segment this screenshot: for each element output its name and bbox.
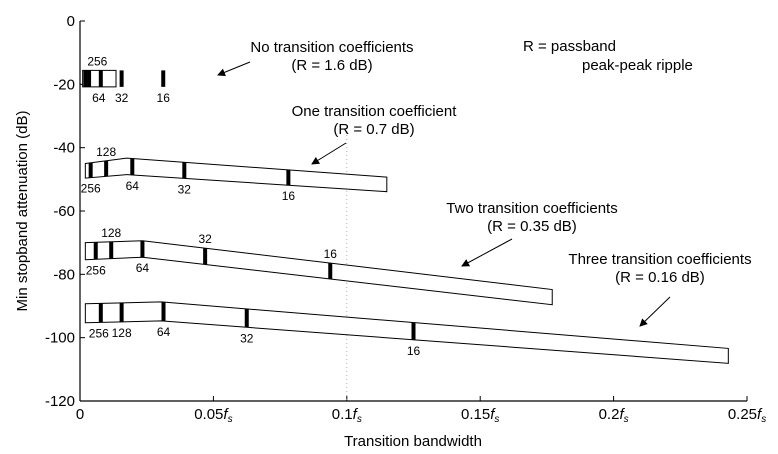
- filter-length-label: 16: [407, 344, 421, 358]
- filter-length-marker: [83, 70, 88, 87]
- filter-length-label: 128: [96, 145, 116, 159]
- series-pointer-arrow: [461, 238, 513, 267]
- filter-length-marker: [411, 322, 416, 340]
- filter-length-marker: [161, 302, 166, 322]
- filter-length-marker: [104, 160, 109, 177]
- filter-length-label: 16: [282, 189, 296, 203]
- filter-length-label: 32: [240, 331, 254, 345]
- y-tick-label: -80: [53, 266, 75, 283]
- x-tick-label: 0: [76, 406, 84, 423]
- y-tick-label: -120: [45, 393, 75, 410]
- series-pointer-arrow: [217, 61, 251, 77]
- filter-length-label: 64: [136, 261, 150, 275]
- x-tick-label: 0.2fs: [599, 406, 629, 425]
- series-pointer-arrow: [639, 296, 671, 327]
- series-ripple-label: (R = 0.35 dB): [487, 218, 577, 235]
- filter-length-label: 16: [157, 91, 171, 105]
- filter-length-label: 128: [101, 226, 121, 240]
- filter-length-label: 256: [86, 263, 106, 277]
- y-axis-label: Min stopband attenuation (dB): [14, 111, 31, 312]
- annotations: No transition coefficients(R = 1.6 dB) On…: [217, 39, 752, 327]
- filter-length-label: 256: [87, 54, 107, 68]
- series-ripple-label: (R = 0.7 dB): [333, 121, 414, 138]
- band-outline: [84, 240, 553, 306]
- series-label: Three transition coefficients: [568, 251, 751, 268]
- filter-length-marker: [130, 158, 135, 175]
- series-label: One transition coefficient: [292, 103, 458, 120]
- filter-length-marker: [119, 70, 124, 87]
- series-label: Two transition coefficients: [446, 200, 617, 217]
- filter-length-label: 128: [112, 326, 132, 340]
- x-tick-label: 0.05fs: [194, 406, 232, 425]
- series-label: No transition coefficients: [250, 39, 413, 56]
- filter-length-marker: [119, 302, 124, 322]
- x-tick-label: 0.1fs: [332, 406, 362, 425]
- filter-length-label: 64: [92, 91, 106, 105]
- filter-length-label: 32: [198, 232, 212, 246]
- x-tick-label: 0.15fs: [461, 406, 499, 425]
- filter-length-marker: [87, 70, 92, 87]
- legend-note-line-2: peak-peak ripple: [582, 57, 693, 74]
- filter-length-label: 32: [178, 182, 192, 196]
- filter-length-label: 256: [89, 326, 109, 340]
- band-outline: [84, 157, 388, 193]
- y-tick-label: -60: [53, 203, 75, 220]
- filter-length-marker: [161, 70, 166, 87]
- x-axis-label: Transition bandwidth: [344, 433, 482, 450]
- y-tick-label: 0: [67, 13, 75, 30]
- filter-length-label: 32: [115, 91, 129, 105]
- filter-length-marker: [286, 169, 291, 186]
- filter-length-marker: [182, 162, 187, 179]
- filter-length-marker: [140, 240, 145, 258]
- x-tick-label: 0.25fs: [728, 406, 766, 425]
- filter-length-label: 256: [81, 182, 101, 196]
- series-pointer-arrow: [311, 142, 347, 165]
- series-ripple-label: (R = 1.6 dB): [291, 57, 372, 74]
- filter-length-marker: [244, 308, 249, 328]
- legend-note-line-1: R = passband: [523, 38, 616, 55]
- filter-length-marker: [98, 70, 103, 87]
- series-ripple-label: (R = 0.16 dB): [615, 269, 705, 286]
- filter-length-label: 16: [324, 247, 338, 261]
- filter-length-marker: [109, 241, 114, 259]
- y-tick-label: -40: [53, 140, 75, 157]
- filter-length-marker: [88, 162, 93, 178]
- filter-length-marker: [93, 242, 98, 260]
- filter-length-marker: [328, 263, 333, 279]
- y-tick-label: -20: [53, 76, 75, 93]
- filter-length-marker: [203, 248, 208, 265]
- filter-length-label: 64: [126, 179, 140, 193]
- filter-length-label: 64: [157, 325, 171, 339]
- filter-length-marker: [98, 303, 103, 323]
- y-tick-label: -100: [45, 330, 75, 347]
